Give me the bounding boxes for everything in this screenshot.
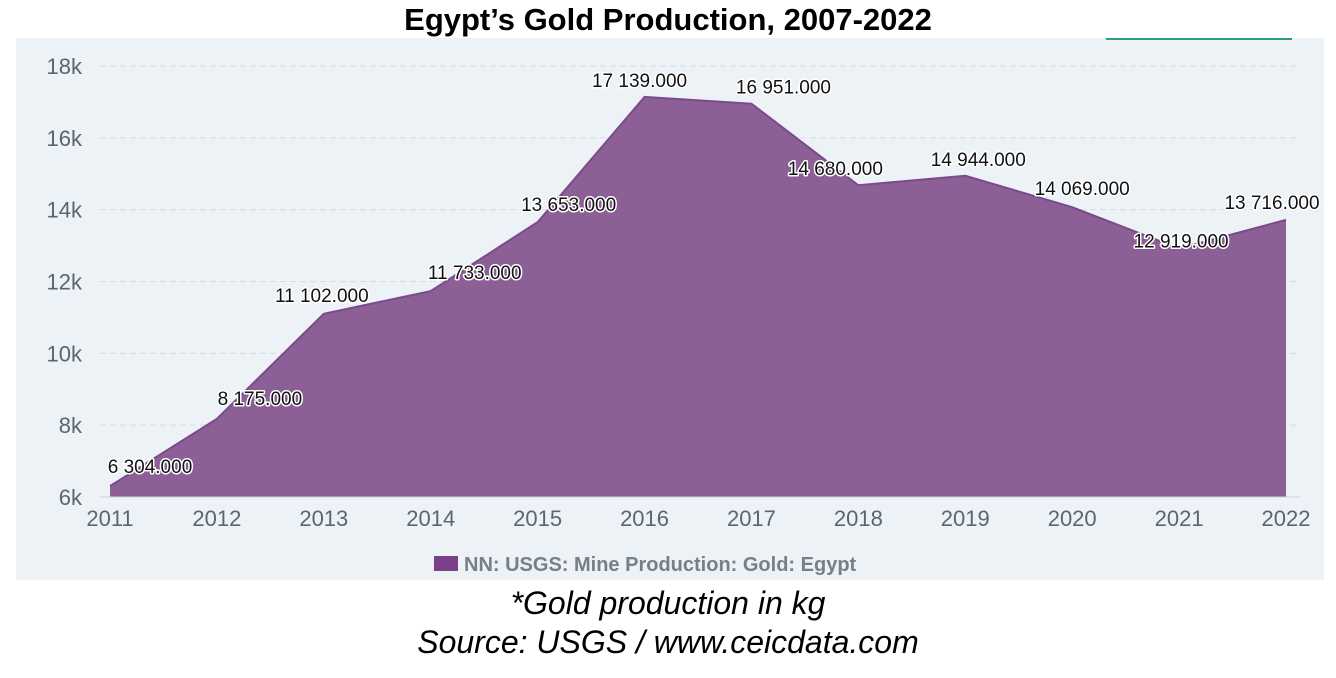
data-label: 14 944.000 [931, 150, 1026, 171]
unit-footnote: *Gold production in kg [510, 585, 826, 621]
data-label: 8 175.000 [218, 389, 303, 410]
x-tick-label: 2018 [834, 506, 883, 531]
data-label: 14 069.000 [1035, 179, 1130, 200]
legend-label[interactable]: NN: USGS: Mine Production: Gold: Egypt [464, 554, 857, 576]
data-label: 14 680.000 [788, 159, 883, 180]
y-tick-label: 10k [47, 341, 83, 366]
legend-swatch[interactable] [434, 556, 458, 571]
x-tick-label: 2022 [1262, 506, 1311, 531]
x-tick-label: 2020 [1048, 506, 1097, 531]
x-tick-label: 2013 [299, 506, 348, 531]
data-label: 13 716.000 [1224, 193, 1319, 214]
x-tick-label: 2015 [513, 506, 562, 531]
area-chart: 6 304.000 8 175.000 11 102.000 11 733.000 13… [47, 38, 1321, 576]
source-footnote: Source: USGS / www.ceicdata.com [417, 624, 919, 660]
data-label: 12 919.000 [1134, 231, 1229, 252]
x-tick-label: 2017 [727, 506, 776, 531]
x-tick-label: 2014 [406, 506, 455, 531]
data-label: 11 102.000 [275, 286, 369, 307]
data-label: 16 951.000 [736, 78, 831, 99]
chart-title: Egypt’s Gold Production, 2007-2022 [404, 2, 932, 37]
x-tick-label: 2012 [192, 506, 241, 531]
y-tick-label: 14k [47, 198, 83, 223]
x-tick-label: 2021 [1155, 506, 1204, 531]
y-tick-label: 6k [59, 485, 83, 510]
data-label: 6 304.000 [108, 457, 193, 478]
y-tick-label: 12k [47, 270, 83, 295]
series-line [109, 95, 1287, 487]
x-tick-label: 2019 [941, 506, 990, 531]
x-tick-label: 2011 [86, 506, 133, 531]
y-tick-label: 18k [47, 54, 83, 79]
data-label: 17 139.000 [592, 71, 687, 92]
chart-panel: 6 304.000 8 175.000 11 102.000 11 733.000 13… [16, 38, 1324, 580]
series-area [110, 96, 1286, 497]
y-tick-label: 16k [47, 126, 83, 151]
data-label: 11 733.000 [428, 263, 522, 284]
x-tick-label: 2016 [620, 506, 669, 531]
y-tick-label: 8k [59, 413, 83, 438]
data-label: 13 653.000 [521, 195, 616, 216]
